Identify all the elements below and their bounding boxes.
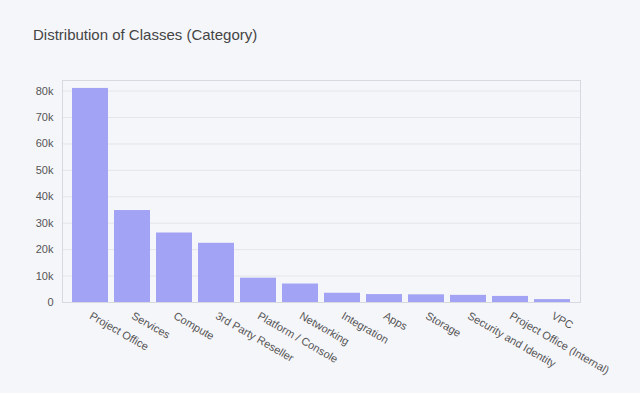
svg-text:0: 0 (47, 296, 53, 308)
svg-text:Project Office (Internal): Project Office (Internal) (508, 309, 612, 376)
svg-text:Storage: Storage (424, 309, 463, 339)
svg-text:Compute: Compute (172, 309, 217, 342)
svg-text:3rd Party Reseller: 3rd Party Reseller (214, 309, 297, 364)
svg-text:20k: 20k (36, 243, 54, 255)
svg-text:Project Office: Project Office (87, 309, 151, 353)
svg-text:Services: Services (130, 309, 173, 341)
svg-text:Apps: Apps (382, 309, 410, 332)
svg-text:60k: 60k (36, 137, 54, 149)
svg-text:Networking: Networking (297, 309, 352, 348)
svg-text:VPC: VPC (550, 309, 576, 331)
svg-text:10k: 10k (36, 270, 54, 282)
svg-text:Platform / Console: Platform / Console (255, 309, 341, 365)
svg-text:Integration: Integration (340, 309, 391, 345)
svg-text:80k: 80k (36, 85, 54, 97)
svg-text:Security and Identity: Security and Identity (465, 309, 559, 370)
svg-text:50k: 50k (36, 164, 54, 176)
svg-text:40k: 40k (36, 190, 54, 202)
html-text:Distribution of Classes (Categ: Distribution of Classes (Category) (33, 26, 258, 43)
svg-text:70k: 70k (36, 111, 54, 123)
svg-text:30k: 30k (36, 217, 54, 229)
